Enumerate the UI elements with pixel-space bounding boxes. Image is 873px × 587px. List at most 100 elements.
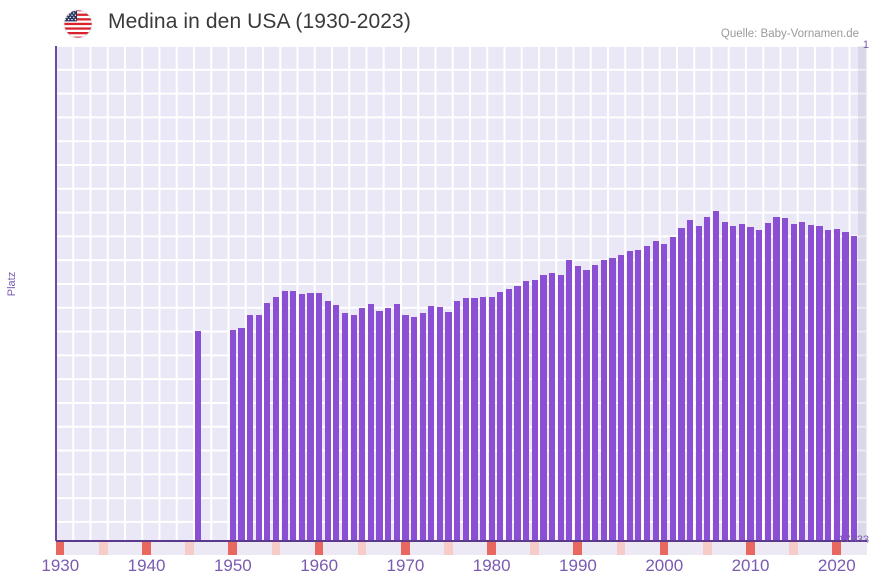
bar (747, 227, 754, 541)
bar (756, 229, 763, 541)
x-axis-tick (297, 542, 307, 555)
bar (807, 224, 815, 541)
bar (704, 217, 711, 541)
bar (574, 266, 582, 541)
bar (376, 311, 383, 541)
bar (238, 327, 245, 541)
x-axis-tick (711, 542, 721, 555)
x-axis-tick (590, 542, 600, 555)
x-axis-tick (720, 542, 730, 555)
x-axis-tick (116, 542, 126, 555)
x-axis-tick (176, 542, 186, 555)
x-axis-tick (633, 542, 643, 555)
bar (609, 257, 616, 541)
x-axis-tick (211, 542, 221, 555)
x-axis-tick (547, 542, 557, 555)
x-axis-tick (228, 542, 238, 555)
bar (531, 280, 538, 541)
x-axis-tick (435, 542, 445, 555)
bar (626, 250, 633, 541)
bar (738, 223, 745, 541)
bar (643, 245, 651, 541)
x-axis-tick (495, 542, 505, 555)
future-range-shading (858, 46, 867, 541)
x-axis-tick (832, 542, 842, 555)
x-axis-tick (616, 542, 626, 555)
x-axis-tick (659, 542, 669, 555)
x-axis-tick (64, 542, 74, 555)
bar (600, 259, 607, 541)
x-axis-tick (219, 542, 229, 555)
x-axis-tick (513, 542, 523, 555)
bar (540, 274, 547, 541)
x-axis-tick (469, 542, 479, 555)
x-axis-tick (167, 542, 177, 555)
bar (799, 221, 806, 541)
bar (471, 298, 478, 541)
bar (842, 232, 849, 541)
bar (264, 302, 271, 541)
x-axis-tick (651, 542, 661, 555)
x-axis-tick (806, 542, 816, 555)
x-axis-tick (271, 542, 281, 555)
bar (281, 291, 288, 541)
bar (557, 274, 564, 541)
bar (410, 317, 418, 541)
bars-layer (56, 46, 867, 541)
x-axis-tick (323, 542, 333, 555)
x-axis-tick-label: 1940 (127, 556, 166, 575)
bar (298, 293, 305, 541)
y-axis-line (55, 46, 57, 541)
x-axis-tick (780, 542, 790, 555)
chart-header: Medina in den USA (1930-2023) Quelle: Ba… (0, 0, 873, 44)
x-axis-labels: 1930 1940 1950 1960 1970 1980 1990 2000 2010 2020 (0, 556, 873, 584)
bar (566, 259, 573, 541)
x-axis-tick (478, 542, 488, 555)
x-axis-tick-label: 1950 (213, 556, 252, 575)
bar (454, 301, 461, 541)
x-axis-tick (530, 542, 540, 555)
bar (359, 308, 366, 541)
bar (523, 281, 530, 541)
bar (850, 236, 858, 541)
x-axis-tick (599, 542, 609, 555)
x-axis-tick (185, 542, 195, 555)
x-axis-tick (392, 542, 402, 555)
bar (825, 229, 832, 541)
bar (635, 250, 642, 541)
bar (687, 220, 694, 541)
x-axis-tick (564, 542, 574, 555)
y-axis-top-label: 1 (862, 39, 869, 51)
x-axis-tick (538, 542, 548, 555)
x-axis-ticks (55, 542, 868, 555)
x-axis-tick (625, 542, 635, 555)
x-axis-tick-label: 2000 (645, 556, 684, 575)
x-axis-tick (202, 542, 212, 555)
bar (583, 269, 590, 541)
bar (419, 312, 426, 541)
bar (479, 297, 487, 541)
us-flag-circle-icon (59, 9, 97, 39)
bar (833, 229, 840, 541)
x-axis-line (56, 540, 867, 542)
x-axis-tick (556, 542, 566, 555)
x-axis-tick-label: 1960 (300, 556, 339, 575)
x-axis-tick-label: 2010 (731, 556, 770, 575)
bar (781, 218, 789, 541)
plot-area (56, 46, 867, 541)
x-axis-tick (254, 542, 264, 555)
x-axis-tick-label: 1970 (386, 556, 425, 575)
page-title: Medina in den USA (1930-2023) (108, 10, 411, 33)
source-attribution: Quelle: Baby-Vornamen.de (720, 28, 859, 40)
bar (247, 314, 254, 541)
bar (488, 297, 495, 541)
bar (385, 307, 392, 541)
x-axis-tick (487, 542, 497, 555)
x-axis-tick (815, 542, 825, 555)
x-axis-tick (702, 542, 712, 555)
x-axis-tick (133, 542, 143, 555)
x-axis-tick (107, 542, 117, 555)
bar (592, 264, 599, 541)
x-axis-tick (452, 542, 462, 555)
